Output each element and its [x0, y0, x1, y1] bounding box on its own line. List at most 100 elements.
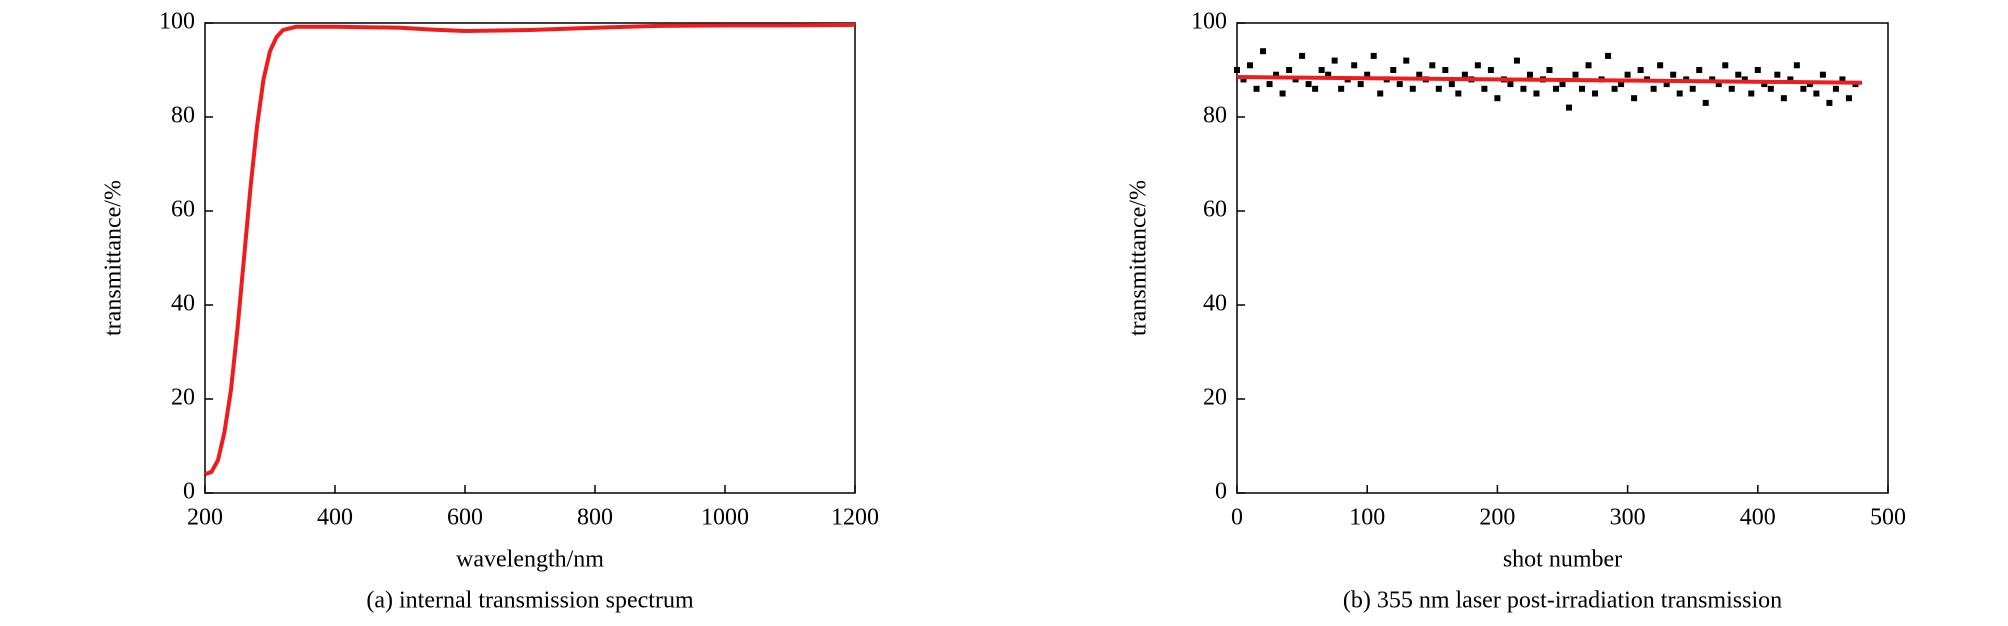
data-point: [1526, 71, 1533, 78]
y-tick-label: 20: [171, 385, 195, 411]
y-tick-label: 0: [1215, 479, 1227, 505]
x-tick-label: 1200: [831, 505, 879, 531]
data-point: [1357, 81, 1364, 88]
data-point: [1826, 99, 1833, 106]
x-tick-label: 200: [187, 505, 223, 531]
x-tick-label: 1000: [701, 505, 749, 531]
data-point: [1247, 62, 1254, 69]
y-tick-label: 100: [159, 9, 195, 35]
data-point: [1657, 62, 1664, 69]
data-point: [1618, 81, 1625, 88]
data-point: [1748, 90, 1755, 97]
data-point: [1507, 81, 1514, 88]
x-axis-label: wavelength/nm: [456, 547, 604, 573]
x-tick-label: 100: [1349, 505, 1385, 531]
x-tick-label: 400: [1740, 505, 1776, 531]
data-point: [1318, 67, 1325, 73]
data-point: [1403, 57, 1410, 64]
data-point: [1839, 76, 1846, 83]
y-tick-label: 60: [1203, 197, 1227, 223]
data-point: [1240, 76, 1247, 83]
data-point: [1832, 85, 1839, 92]
y-tick-label: 40: [1203, 291, 1227, 317]
x-tick-label: 200: [1479, 505, 1515, 531]
data-point: [1325, 71, 1332, 78]
y-axis-label: transmittance/%: [1126, 180, 1152, 336]
data-line: [1236, 75, 1862, 85]
data-point: [1461, 71, 1468, 78]
y-axis-label: transmittance/%: [101, 180, 127, 336]
y-tick-label: 40: [171, 291, 195, 317]
data-point: [1735, 71, 1742, 78]
data-point: [1474, 62, 1481, 69]
x-tick-label: 600: [447, 505, 483, 531]
plot-frame: [204, 22, 856, 494]
data-point: [1520, 85, 1527, 92]
data-point: [1689, 85, 1696, 92]
x-tick-label: 800: [577, 505, 613, 531]
data-point: [1409, 85, 1416, 92]
data-point: [1429, 62, 1436, 69]
data-point: [1754, 67, 1761, 73]
data-point: [1390, 67, 1397, 73]
data-point: [1767, 85, 1774, 92]
caption: (a) internal transmission spectrum: [366, 588, 694, 614]
data-point: [1448, 81, 1455, 88]
data-point: [1377, 90, 1384, 97]
data-point: [1370, 52, 1377, 59]
data-point: [1631, 95, 1638, 102]
data-point: [1579, 85, 1586, 92]
data-point: [1592, 90, 1599, 97]
x-tick-label: 0: [1231, 505, 1243, 531]
data-point: [1566, 104, 1573, 111]
data-point: [1299, 52, 1306, 59]
data-point: [1800, 85, 1807, 92]
data-point: [1572, 71, 1579, 78]
data-point: [1787, 76, 1794, 83]
data-point: [1253, 85, 1260, 92]
plot-frame: [1236, 22, 1889, 494]
data-point: [1774, 71, 1781, 78]
data-point: [1559, 81, 1566, 88]
data-point: [1670, 71, 1677, 78]
data-line: [204, 22, 856, 477]
data-point: [1611, 85, 1618, 92]
data-point: [1266, 81, 1273, 88]
data-point: [1663, 81, 1670, 88]
data-point: [1442, 67, 1449, 73]
data-point: [1396, 81, 1403, 88]
data-point: [1416, 71, 1423, 78]
data-point: [1650, 85, 1657, 92]
data-point: [1761, 81, 1768, 88]
data-point: [1637, 67, 1644, 73]
data-point: [1715, 81, 1722, 88]
data-point: [1455, 90, 1462, 97]
y-tick-label: 0: [183, 479, 195, 505]
y-tick-label: 60: [171, 197, 195, 223]
data-point: [1533, 90, 1540, 97]
data-point: [1585, 62, 1592, 69]
data-point: [1273, 71, 1280, 78]
caption: (b) 355 nm laser post-irradiation transm…: [1343, 588, 1782, 614]
data-point: [1813, 90, 1820, 97]
data-point: [1605, 52, 1612, 59]
data-point: [1286, 67, 1293, 73]
data-point: [1741, 76, 1748, 83]
data-point: [1702, 99, 1709, 106]
x-tick-label: 400: [317, 505, 353, 531]
data-point: [1494, 95, 1501, 102]
x-tick-label: 300: [1610, 505, 1646, 531]
data-point: [1624, 71, 1631, 78]
data-point: [1487, 67, 1494, 73]
data-point: [1722, 62, 1729, 69]
data-point: [1279, 90, 1286, 97]
y-tick-label: 100: [1191, 9, 1227, 35]
data-point: [1552, 85, 1559, 92]
data-point: [1845, 95, 1852, 102]
data-point: [1338, 85, 1345, 92]
y-tick-label: 20: [1203, 385, 1227, 411]
data-point: [1312, 85, 1319, 92]
data-point: [1728, 85, 1735, 92]
data-point: [1331, 57, 1338, 64]
